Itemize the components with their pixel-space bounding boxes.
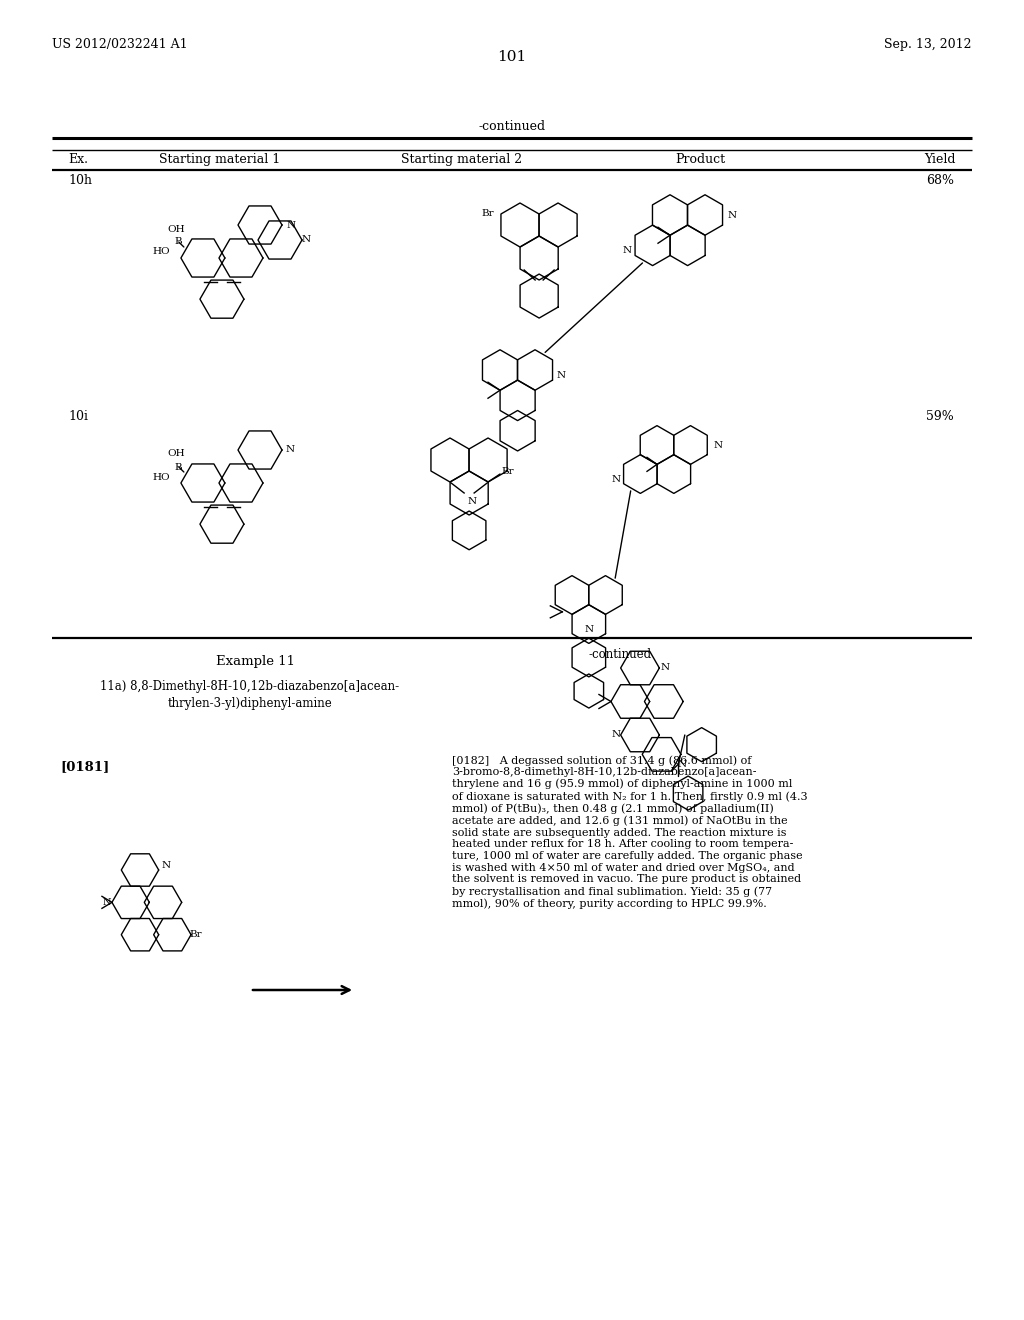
Text: N: N bbox=[678, 759, 687, 768]
Text: N: N bbox=[557, 371, 566, 380]
Text: Yield: Yield bbox=[925, 153, 955, 166]
Text: Br: Br bbox=[189, 931, 203, 940]
Text: B: B bbox=[175, 238, 182, 247]
Text: N: N bbox=[161, 861, 170, 870]
Text: N: N bbox=[585, 624, 593, 634]
Text: Br: Br bbox=[502, 467, 514, 477]
Text: B: B bbox=[175, 462, 182, 471]
Text: N: N bbox=[287, 220, 296, 230]
Text: N: N bbox=[660, 664, 670, 672]
Text: 101: 101 bbox=[498, 50, 526, 63]
Text: OH: OH bbox=[167, 450, 184, 458]
Text: 11a) 8,8-Dimethyl-8H-10,12b-diazabenzo[a]acean-: 11a) 8,8-Dimethyl-8H-10,12b-diazabenzo[a… bbox=[100, 680, 399, 693]
Text: Br: Br bbox=[481, 210, 495, 219]
Text: Sep. 13, 2012: Sep. 13, 2012 bbox=[885, 38, 972, 51]
Text: -continued: -continued bbox=[589, 648, 651, 661]
Text: Ex.: Ex. bbox=[68, 153, 88, 166]
Text: Product: Product bbox=[675, 153, 725, 166]
Text: OH: OH bbox=[167, 224, 184, 234]
Text: N: N bbox=[286, 446, 295, 454]
Text: HO: HO bbox=[153, 248, 171, 256]
Text: 10i: 10i bbox=[68, 411, 88, 422]
Text: N: N bbox=[714, 441, 722, 450]
Text: N: N bbox=[468, 496, 477, 506]
Text: N: N bbox=[301, 235, 310, 244]
Text: 10h: 10h bbox=[68, 174, 92, 187]
Text: Starting material 1: Starting material 1 bbox=[160, 153, 281, 166]
Text: N: N bbox=[102, 898, 112, 907]
Text: N: N bbox=[623, 246, 632, 255]
Text: N: N bbox=[728, 210, 737, 219]
Text: Example 11: Example 11 bbox=[215, 655, 295, 668]
Text: N: N bbox=[611, 474, 621, 483]
Text: [0182]   A degassed solution of 31.4 g (86.6 mmol) of
3-bromo-8,8-dimethyl-8H-10: [0182] A degassed solution of 31.4 g (86… bbox=[452, 755, 808, 908]
Text: US 2012/0232241 A1: US 2012/0232241 A1 bbox=[52, 38, 187, 51]
Text: 68%: 68% bbox=[926, 174, 954, 187]
Text: Starting material 2: Starting material 2 bbox=[401, 153, 522, 166]
Text: -continued: -continued bbox=[478, 120, 546, 133]
Text: thrylen-3-yl)diphenyl-amine: thrylen-3-yl)diphenyl-amine bbox=[168, 697, 333, 710]
Text: [0181]: [0181] bbox=[60, 760, 110, 774]
Text: N: N bbox=[611, 730, 621, 739]
Text: 59%: 59% bbox=[926, 411, 954, 422]
Text: HO: HO bbox=[153, 473, 171, 482]
